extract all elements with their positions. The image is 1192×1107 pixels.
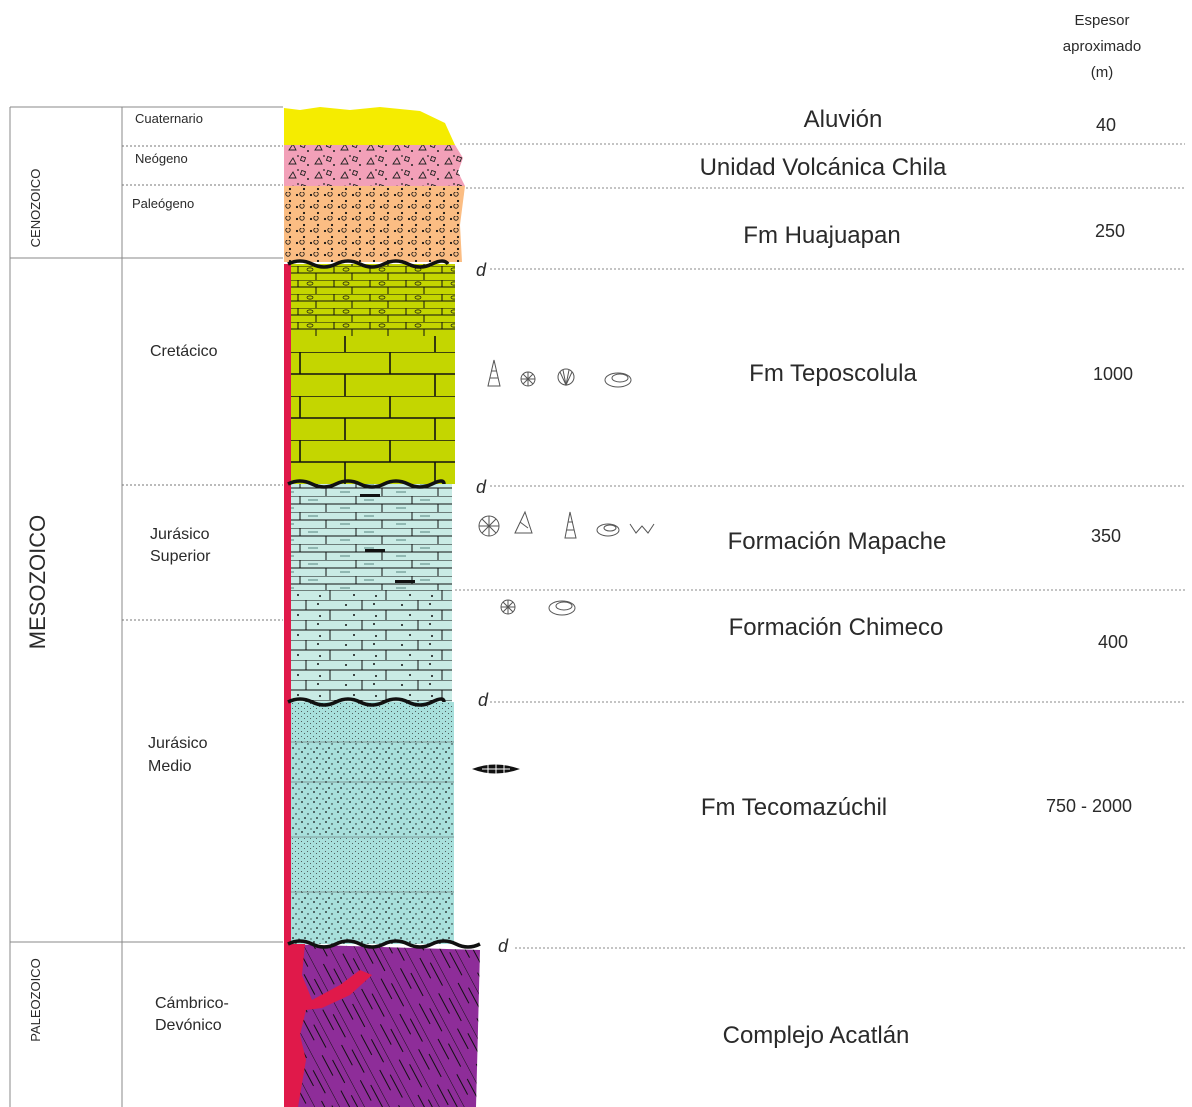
- period-cretacico-label: Cretácico: [150, 343, 218, 360]
- gastropod-icon: [564, 511, 577, 539]
- thickness-aluvion: 40: [1096, 115, 1116, 135]
- gastropod-icon: [487, 359, 501, 387]
- contact-symbol-4: d: [498, 936, 509, 956]
- fossil-icons-chimeco: [500, 599, 576, 616]
- unit-names: Aluvión Unidad Volcánica Chila Fm Huajua…: [700, 106, 947, 1049]
- layer-tecomazuchil: [284, 702, 454, 944]
- thickness-values: 40 250 1000 350 400 750 - 2000: [1046, 115, 1133, 816]
- bivalve-icon: [604, 372, 632, 388]
- layer-acatlan: [284, 944, 480, 1107]
- period-paleogeno-label: Paleógeno: [132, 196, 194, 211]
- period-cambrico-label-1: Cámbrico-: [155, 995, 229, 1012]
- period-jurasico-superior-label-2: Superior: [150, 548, 211, 565]
- layer-volcanica-chila: [284, 145, 465, 186]
- contact-symbol-2: d: [476, 477, 487, 497]
- unit-name-acatlan: Complejo Acatlán: [723, 1022, 910, 1049]
- brachiopod-icon: [514, 510, 533, 534]
- era-paleozoico-label: PALEOZOICO: [28, 958, 43, 1042]
- period-cambrico-label-2: Devónico: [155, 1017, 222, 1034]
- unit-name-mapache: Formación Mapache: [728, 528, 947, 555]
- thickness-tecomazuchil: 750 - 2000: [1046, 796, 1132, 816]
- thickness-chimeco: 400: [1098, 632, 1128, 652]
- contact-symbol-1: d: [476, 260, 487, 280]
- layer-chimeco: [284, 590, 452, 702]
- thickness-huajuapan: 250: [1095, 221, 1125, 241]
- unit-name-aluvion: Aluvión: [804, 106, 883, 133]
- unconformity-huajuapan-teposcolula: [287, 259, 450, 269]
- crinoid-icon: [629, 523, 655, 534]
- period-jurasico-medio-label-1: Jurásico: [148, 735, 208, 752]
- thickness-header-line3: (m): [1091, 64, 1114, 81]
- era-mesozoico-label: MESOZOICO: [25, 515, 50, 649]
- fossil-icons-tecomazuchil: [472, 762, 520, 776]
- layer-aluvion: [284, 107, 455, 145]
- unconformity-teposcolula-mapache: [287, 479, 446, 489]
- unit-name-volcanica-chila: Unidad Volcánica Chila: [700, 154, 947, 181]
- period-jurasico-medio-label-2: Medio: [148, 758, 192, 775]
- horizon-lines: [455, 143, 1185, 949]
- thickness-teposcolula: 1000: [1093, 364, 1133, 384]
- thickness-header-line2: aproximado: [1063, 38, 1141, 55]
- time-scale-frame: [9, 106, 283, 1107]
- contact-symbol-3: d: [478, 690, 489, 710]
- unit-name-chimeco: Formación Chimeco: [729, 614, 944, 641]
- period-neogeno-label: Neógeno: [135, 151, 188, 166]
- bivalve-icon: [596, 523, 620, 537]
- unit-name-huajuapan: Fm Huajuapan: [743, 222, 900, 249]
- layer-teposcolula: [284, 264, 455, 484]
- unconformity-chimeco-tecomazuchil: [287, 697, 446, 707]
- period-jurasico-superior-label-1: Jurásico: [150, 526, 210, 543]
- unconformity-tecomazuchil-acatlan: [287, 939, 481, 949]
- thickness-header-line1: Espesor: [1074, 12, 1129, 29]
- fossil-icons-mapache: [478, 510, 655, 539]
- layer-mapache: [284, 484, 452, 590]
- bivalve-icon: [548, 600, 576, 616]
- thickness-mapache: 350: [1091, 526, 1121, 546]
- unit-name-teposcolula: Fm Teposcolula: [749, 360, 917, 387]
- layer-huajuapan: [284, 186, 465, 262]
- intrusion-strip: [284, 264, 372, 1107]
- era-cenozoico-label: CENOZOICO: [28, 169, 43, 248]
- fossil-icons-teposcolula: [487, 359, 632, 388]
- unit-name-tecomazuchil: Fm Tecomazúchil: [701, 794, 887, 821]
- period-cuaternario-label: Cuaternario: [135, 111, 203, 126]
